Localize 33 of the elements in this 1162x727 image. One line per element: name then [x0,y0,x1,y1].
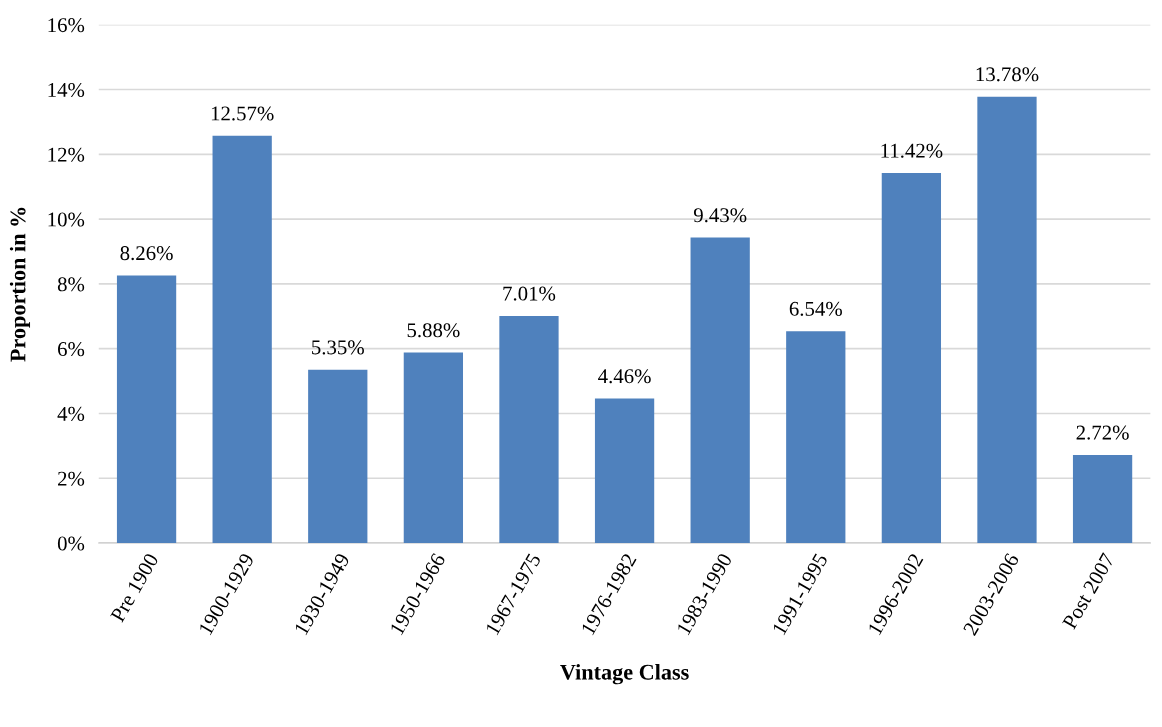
data-label: 5.88% [407,323,460,338]
y-tick-label: 14% [48,82,85,98]
data-label: 2.72% [1076,425,1129,440]
y-tick-label: 12% [48,147,85,162]
y-tick-label: 6% [58,342,85,357]
y-tick-label: 8% [57,277,85,292]
data-label: 11.42% [881,143,943,158]
y-tick-label: 16% [48,18,85,33]
data-label: 8.26% [120,246,173,261]
y-tick-label: 0% [57,536,85,551]
data-label: 4.46% [598,369,651,384]
data-label: 13.78% [976,67,1039,82]
data-label: 12.57% [211,106,274,121]
y-tick-label: 10% [48,212,85,227]
bar [786,331,846,544]
bar [403,352,464,544]
bar [881,173,942,544]
data-label: 5.35% [312,340,364,355]
data-label: 7.01% [503,286,556,301]
bar [594,398,655,544]
y-tick-label: 2% [58,471,85,486]
bar [308,369,368,544]
y-tick-label: 4% [57,406,85,421]
x-axis-title: Vintage Class [560,664,689,685]
bar [1072,454,1133,544]
bar [977,96,1037,544]
y-axis-title: Proportion in % [9,207,31,362]
data-label: 9.43% [693,208,747,223]
bar [212,135,272,544]
bar [499,315,559,544]
data-label: 6.54% [789,301,842,316]
bar [690,237,750,544]
bar [116,275,177,544]
